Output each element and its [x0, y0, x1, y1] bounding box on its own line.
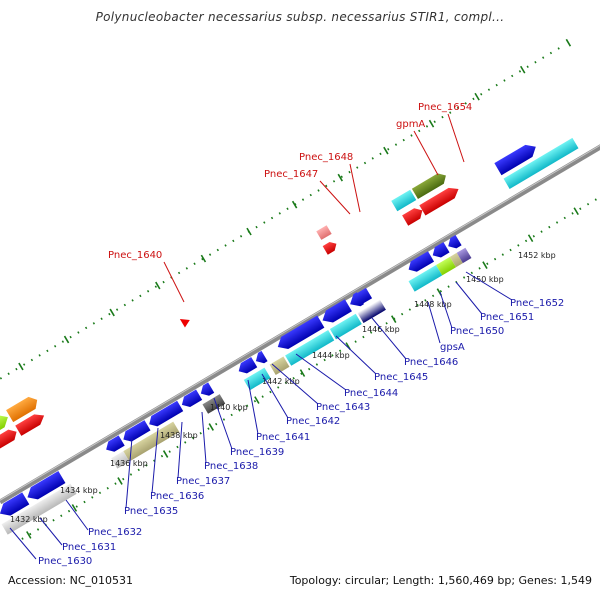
ruler-label: 1442 kbp [262, 377, 300, 386]
ruler-label: 1446 kbp [362, 325, 400, 334]
ruler-label: 1434 kbp [60, 486, 98, 495]
gene-box-dark-1638[interactable] [202, 394, 226, 414]
gene-arrow-red-d[interactable] [419, 184, 461, 216]
gene-label-bottom[interactable]: Pnec_1642 [286, 416, 340, 427]
gene-arrow-1636[interactable] [120, 420, 151, 445]
gene-arrow-1637[interactable] [146, 400, 184, 430]
gene-label-bottom[interactable]: Pnec_1638 [204, 461, 258, 472]
gene-arrow-orange[interactable] [6, 394, 41, 423]
gene-arrow-blue-left-a[interactable] [0, 492, 30, 519]
gene-label-bottom[interactable]: Pnec_1636 [150, 491, 204, 502]
genome-backbone [0, 133, 600, 505]
gene-arrow-1637c[interactable] [198, 382, 215, 398]
outer-tick-track [0, 43, 567, 412]
gene-label-top[interactable]: Pnec_1647 [264, 169, 318, 180]
gene-box-navy-1646[interactable] [357, 299, 386, 324]
gene-label-bottom[interactable]: Pnec_1637 [176, 476, 230, 487]
gene-label-top[interactable]: gpmA [396, 119, 425, 130]
gene-label-bottom[interactable]: Pnec_1650 [450, 326, 504, 337]
gene-box-khaki-1636[interactable] [123, 421, 180, 462]
gene-label-bottom[interactable]: Pnec_1631 [62, 542, 116, 553]
gene-box-lime-1650[interactable] [436, 256, 456, 276]
gene-label-bottom[interactable]: Pnec_1641 [256, 432, 310, 443]
gene-label-bottom[interactable]: Pnec_1645 [374, 372, 428, 383]
gene-marker-pnec-1640[interactable] [179, 315, 192, 328]
gene-label-bottom[interactable]: Pnec_1639 [230, 447, 284, 458]
gene-label-bottom[interactable]: Pnec_1652 [510, 298, 564, 309]
gene-arrow-1635[interactable] [103, 435, 125, 454]
gene-label-top[interactable]: Pnec_1654 [418, 102, 472, 113]
ruler-label: 1438 kbp [160, 431, 198, 440]
gene-label-bottom[interactable]: gpsA [440, 342, 465, 353]
ruler-label: 1448 kbp [414, 300, 452, 309]
gene-label-bottom[interactable]: Pnec_1644 [344, 388, 398, 399]
gene-arrow-red-b[interactable] [15, 410, 47, 436]
gene-box-cyan-gpsa[interactable] [408, 265, 443, 292]
gene-box-gray-left[interactable] [1, 483, 77, 535]
inner-tick-track [21, 171, 600, 540]
gene-arrow-1650[interactable] [430, 242, 450, 260]
gene-arrow-1644[interactable] [319, 299, 352, 326]
gene-box-cyan-1644[interactable] [285, 330, 335, 366]
ruler-label: 1440 kbp [210, 403, 248, 412]
ruler-label: 1432 kbp [10, 515, 48, 524]
gene-box-gpma[interactable] [391, 189, 417, 212]
gene-box-pnec-1648[interactable] [316, 225, 332, 240]
page-title: Polynucleobacter necessarius subsp. nece… [95, 10, 505, 24]
gene-arrow-blue-left-b[interactable] [24, 470, 66, 503]
ruler-label: 1436 kbp [110, 459, 148, 468]
gene-label-bottom[interactable]: Pnec_1651 [480, 312, 534, 323]
gene-arrow-1641b[interactable] [253, 350, 268, 366]
gene-arrow-pnec-1647[interactable] [322, 239, 339, 255]
gene-arrow-1637b[interactable] [179, 389, 203, 411]
gene-arrow-1641[interactable] [236, 356, 258, 376]
gene-label-top[interactable]: Pnec_1648 [299, 152, 353, 163]
gene-label-bottom[interactable]: Pnec_1630 [38, 556, 92, 567]
gene-label-bottom[interactable]: Pnec_1635 [124, 506, 178, 517]
gene-label-bottom[interactable]: Pnec_1643 [316, 402, 370, 413]
gene-arrow-1651[interactable] [445, 234, 462, 251]
gene-box-gray-1635[interactable] [111, 451, 130, 469]
gene-arrow-pnec-1654[interactable] [411, 170, 449, 200]
gene-box-cyan-far[interactable] [503, 137, 579, 189]
gene-label-top[interactable]: Pnec_1640 [108, 250, 162, 261]
gene-label-bottom[interactable]: Pnec_1646 [404, 357, 458, 368]
gene-arrow-red-a[interactable] [0, 427, 20, 451]
ruler-label: 1450 kbp [466, 275, 504, 284]
gene-label-bottom[interactable]: Pnec_1632 [88, 527, 142, 538]
gene-box-khaki-1642[interactable] [269, 356, 290, 375]
accession-text: Accession: NC_010531 [8, 574, 134, 587]
gene-arrow-blue-far[interactable] [494, 141, 539, 176]
ruler-label: 1452 kbp [518, 251, 556, 260]
gene-arrow-1646[interactable] [352, 287, 373, 306]
gene-box-khaki-1651[interactable] [449, 252, 463, 268]
gene-box-cyan-1645[interactable] [329, 313, 362, 340]
gene-arrow-red-c[interactable] [402, 205, 425, 226]
gene-box-cyan-1641[interactable] [243, 367, 271, 391]
gene-arrow-1643[interactable] [274, 315, 325, 354]
gene-arrow-gpsa[interactable] [406, 251, 435, 275]
gene-arrow-lime[interactable] [0, 411, 11, 439]
gene-box-purple-1652[interactable] [456, 247, 472, 264]
summary-text: Topology: circular; Length: 1,560,469 bp… [289, 574, 592, 587]
ruler-label: 1444 kbp [312, 351, 350, 360]
